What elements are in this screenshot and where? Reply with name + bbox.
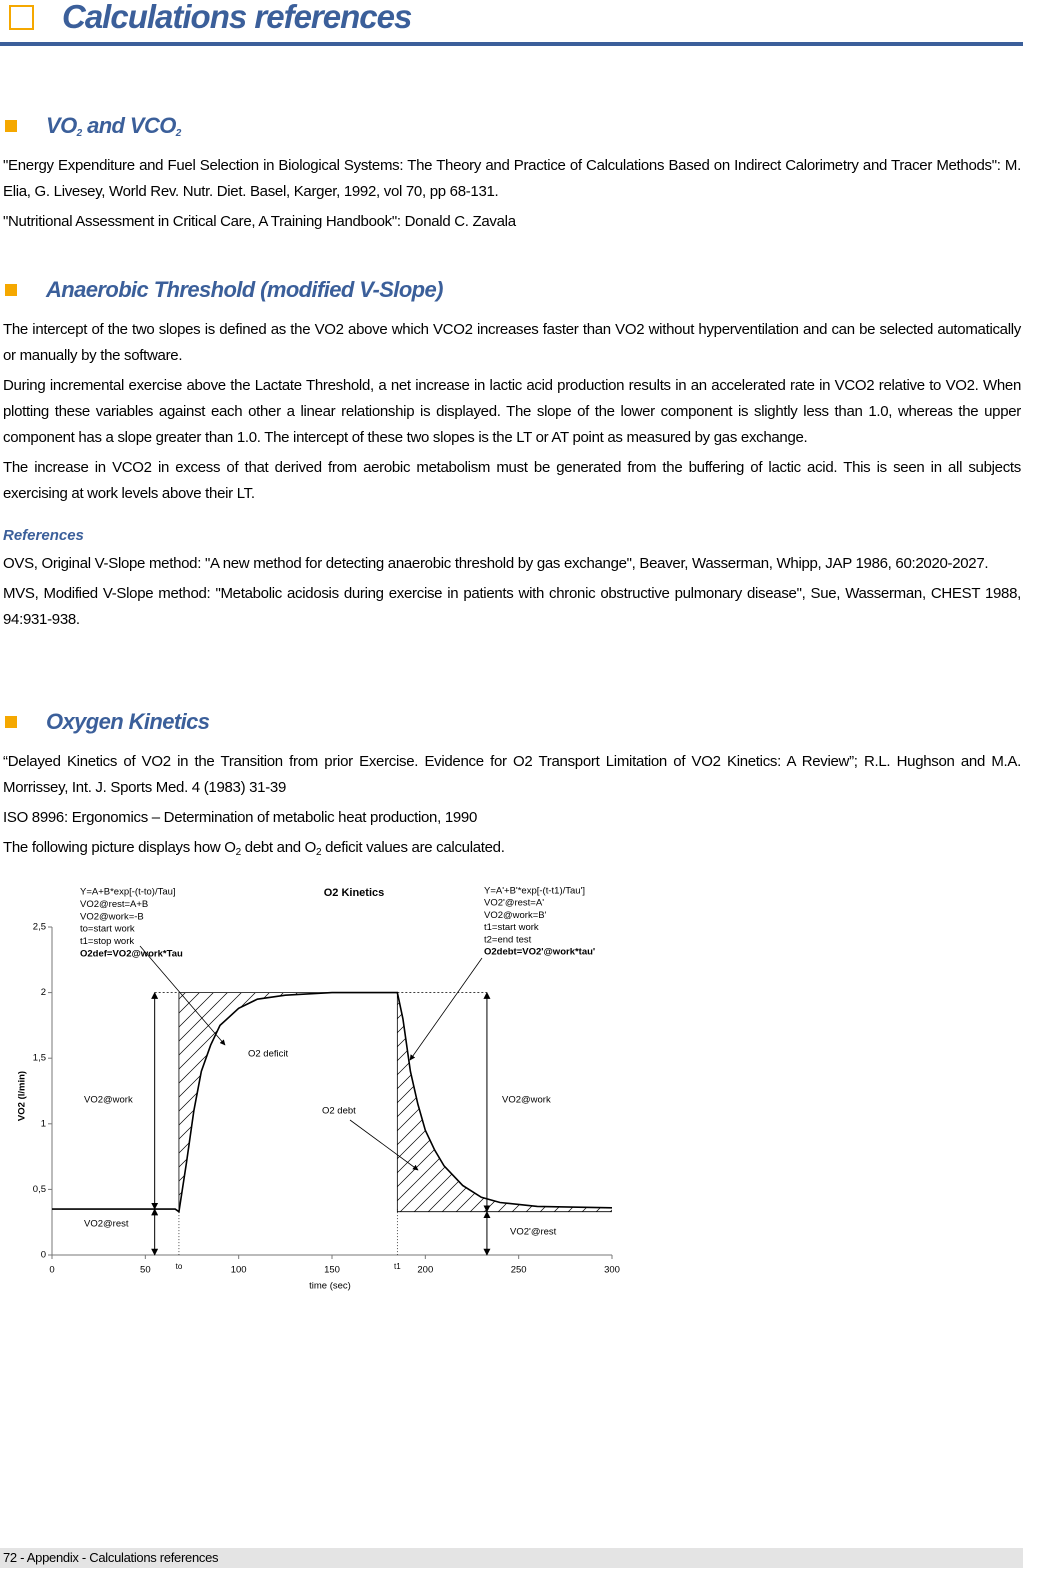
y-tick-label: 2,5 xyxy=(33,922,46,933)
formula-line: VO2@rest=A+B xyxy=(80,899,148,910)
footer: 72 - Appendix - Calculations references xyxy=(0,1548,1023,1568)
section: Anaerobic Threshold (modified V-Slope) Th… xyxy=(3,275,1021,637)
subscript: 2 xyxy=(316,847,322,858)
x-tick-label: 0 xyxy=(49,1265,54,1276)
marker-label: to xyxy=(176,1262,183,1271)
formula-line: Y=A'+B'*exp[-(t-t1)/Tau'] xyxy=(484,886,585,897)
section: VO2 and VCO2 "Energy Expenditure and Fuel… xyxy=(3,111,1021,239)
paragraph: During incremental exercise above the La… xyxy=(3,377,1021,446)
paragraph: “Delayed Kinetics of VO2 in the Transiti… xyxy=(3,753,1021,796)
paragraph: The increase in VCO2 in excess of that d… xyxy=(3,459,1021,502)
paragraph: ISO 8996: Ergonomics – Determination of … xyxy=(3,809,477,826)
references-heading: References xyxy=(3,527,84,544)
text-run: VO xyxy=(46,113,77,138)
x-axis-label: time (sec) xyxy=(309,1281,351,1292)
paragraph: The intercept of the two slopes is defin… xyxy=(3,321,1021,364)
formula-line: t2=end test xyxy=(484,934,532,945)
x-tick-label: 50 xyxy=(140,1265,151,1276)
reference: OVS, Original V-Slope method: "A new met… xyxy=(3,555,989,572)
section-heading: Anaerobic Threshold (modified V-Slope) xyxy=(3,275,1021,305)
formula-line: to=start work xyxy=(80,924,135,935)
paragraph: "Energy Expenditure and Fuel Selection i… xyxy=(3,157,1021,200)
y-tick-label: 2 xyxy=(41,987,46,998)
text-run: debt and O xyxy=(240,839,317,856)
formula-line: VO2@work=-B xyxy=(80,911,144,922)
annotation: O2 deficit xyxy=(248,1049,288,1060)
annotation: VO2'@rest xyxy=(510,1227,557,1238)
bullet xyxy=(5,284,17,296)
pointer-arrow xyxy=(349,1119,419,1171)
bullet xyxy=(5,120,17,132)
formula-line: t1=start work xyxy=(484,922,539,933)
y-tick-label: 0,5 xyxy=(33,1184,46,1195)
paragraph: "Nutritional Assessment in Critical Care… xyxy=(3,213,516,230)
y-tick-label: 1,5 xyxy=(33,1053,46,1064)
pointer-arrow xyxy=(409,957,483,1061)
reference: MVS, Modified V-Slope method: "Metabolic… xyxy=(3,585,1021,628)
y-axis-label: VO2 (l/min) xyxy=(17,1071,28,1121)
x-tick-label: 200 xyxy=(417,1265,433,1276)
subscript: 2 xyxy=(235,847,242,858)
formula-line: t1=stop work xyxy=(80,936,134,947)
page-title: Calculations references xyxy=(62,0,412,35)
debt-area xyxy=(397,992,612,1212)
x-tick-label: 150 xyxy=(324,1265,340,1276)
annotation: VO2@work xyxy=(84,1095,133,1106)
annotation: VO2@rest xyxy=(84,1219,129,1230)
figure: O2 Kinetics 0 0,5 1 1,5 2 2,5 0 50 100 150 200 250 30… xyxy=(17,886,620,1292)
formula-line: O2debt=VO2'@work*tau' xyxy=(484,947,595,958)
text-run: deficit values are calculated. xyxy=(321,839,505,856)
annotation: VO2@work xyxy=(502,1095,551,1106)
heading-text: VO2 and VCO2 xyxy=(46,113,182,139)
marker-label: t1 xyxy=(394,1262,401,1271)
title-rule xyxy=(0,42,1023,46)
formula-line: Y=A+B*exp[-(t-to)/Tau] xyxy=(80,887,176,898)
formula-line: VO2'@rest=A' xyxy=(484,898,544,909)
section-heading: VO2 and VCO2 xyxy=(3,111,1021,141)
heading-text: Anaerobic Threshold (modified V-Slope) xyxy=(46,277,443,302)
text-run: The following picture displays how O xyxy=(3,839,236,856)
formula-line: O2def=VO2@work*Tau xyxy=(80,949,183,960)
annotation: O2 debt xyxy=(322,1106,356,1117)
figure-title: O2 Kinetics xyxy=(324,887,385,899)
x-tick-label: 250 xyxy=(511,1265,527,1276)
x-tick-label: 300 xyxy=(604,1265,620,1276)
formula-line: VO2@work=B' xyxy=(484,910,547,921)
heading-text: Oxygen Kinetics xyxy=(46,709,210,734)
kinetics-curve xyxy=(52,991,613,1214)
title-icon xyxy=(9,5,34,30)
text-run: and VCO xyxy=(81,113,176,138)
bullet xyxy=(5,716,17,728)
section: Oxygen Kinetics “Delayed Kinetics of VO2 … xyxy=(3,707,1021,865)
pointer-arrow xyxy=(139,945,226,1046)
x-tick-label: 100 xyxy=(231,1265,247,1276)
section-heading: Oxygen Kinetics xyxy=(3,707,1021,737)
subscript: 2 xyxy=(76,128,83,139)
y-tick-label: 0 xyxy=(41,1250,46,1261)
deficit-area xyxy=(178,992,398,1212)
paragraph: The following picture displays how O2 de… xyxy=(3,835,1021,861)
y-tick-label: 1 xyxy=(41,1118,46,1129)
subscript: 2 xyxy=(175,128,182,139)
